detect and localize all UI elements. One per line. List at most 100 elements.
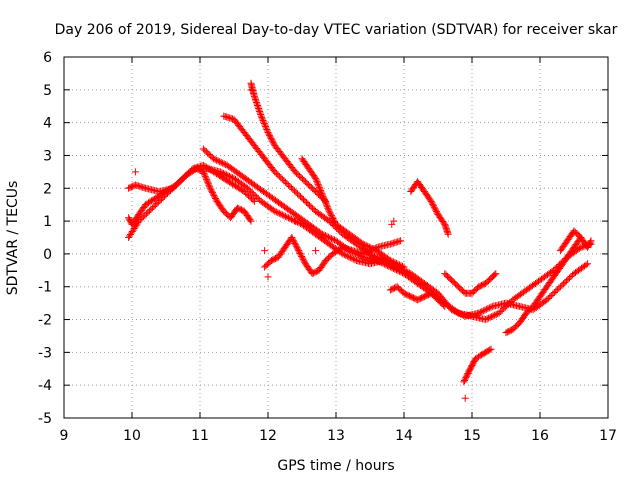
data-point — [264, 128, 272, 136]
y-tick-label: 0 — [43, 247, 52, 263]
data-point — [311, 173, 319, 181]
data-point — [186, 167, 194, 175]
data-point — [278, 175, 286, 183]
data-point — [277, 210, 285, 218]
data-point — [179, 175, 187, 183]
data-point — [340, 251, 348, 259]
data-point — [247, 217, 255, 225]
data-point — [142, 210, 150, 218]
data-point — [293, 190, 301, 198]
data-point — [320, 231, 328, 239]
data-point — [320, 195, 328, 203]
data-point — [397, 237, 405, 245]
data-point — [251, 192, 259, 200]
data-point — [278, 211, 286, 219]
data-point — [250, 197, 258, 205]
data-point — [267, 134, 275, 142]
data-point — [227, 173, 235, 181]
data-point — [543, 296, 551, 304]
data-point — [582, 261, 590, 269]
data-point — [559, 280, 567, 288]
data-point — [294, 245, 302, 253]
data-point — [283, 180, 291, 188]
data-point — [257, 112, 265, 120]
data-point — [188, 166, 196, 174]
data-point — [370, 245, 378, 253]
data-point — [266, 131, 274, 139]
data-point — [251, 95, 259, 103]
data-point — [150, 203, 158, 211]
data-point — [395, 261, 403, 269]
series-track-j — [407, 178, 452, 238]
data-point — [300, 196, 308, 204]
data-point — [303, 198, 311, 206]
data-point — [298, 254, 306, 262]
data-point — [362, 248, 370, 256]
data-point — [287, 215, 295, 223]
data-point — [254, 194, 262, 202]
data-point — [246, 216, 254, 224]
data-point — [265, 130, 273, 138]
data-point — [135, 217, 143, 225]
data-point — [206, 183, 214, 191]
data-point — [318, 191, 326, 199]
data-point — [329, 235, 337, 243]
data-point — [364, 248, 372, 256]
data-point — [326, 209, 334, 217]
data-point — [286, 215, 294, 223]
data-point — [252, 98, 260, 106]
data-point — [216, 168, 224, 176]
data-point — [248, 189, 256, 197]
data-point — [206, 184, 214, 192]
data-point — [301, 258, 309, 266]
data-point — [492, 270, 500, 278]
data-point — [211, 193, 219, 201]
data-point — [487, 345, 495, 353]
data-point — [321, 197, 329, 205]
data-point — [486, 346, 494, 354]
data-point — [482, 305, 490, 313]
data-point — [264, 273, 272, 281]
data-point — [488, 313, 496, 321]
data-point — [216, 158, 224, 166]
data-point — [455, 309, 463, 317]
data-point — [156, 197, 164, 205]
data-point — [256, 109, 264, 117]
data-point — [491, 271, 499, 279]
data-point — [261, 247, 269, 255]
data-point — [284, 181, 292, 189]
data-point — [389, 258, 397, 266]
data-points — [125, 79, 595, 402]
data-point — [148, 204, 156, 212]
data-point — [292, 242, 300, 250]
data-point — [210, 192, 218, 200]
data-point — [567, 273, 575, 281]
data-point — [260, 120, 268, 128]
data-point — [247, 187, 255, 195]
data-point — [486, 313, 494, 321]
y-tick-label: -2 — [38, 313, 52, 329]
data-point — [204, 178, 212, 186]
x-tick-label: 14 — [395, 428, 413, 444]
data-point — [202, 175, 210, 183]
series-track-l — [460, 345, 495, 386]
data-point — [329, 215, 337, 223]
x-tick-label: 12 — [259, 428, 277, 444]
data-point — [245, 186, 253, 194]
data-point — [203, 177, 211, 185]
data-point — [263, 127, 271, 135]
data-point — [295, 247, 303, 255]
y-tick-label: 5 — [43, 83, 52, 99]
data-point — [323, 201, 331, 209]
data-point — [564, 275, 572, 283]
data-point — [219, 159, 227, 167]
data-point — [457, 310, 465, 318]
series-track-k — [441, 270, 500, 297]
data-point — [289, 185, 297, 193]
data-point — [171, 182, 179, 190]
data-point — [315, 183, 323, 191]
data-point — [259, 117, 267, 125]
data-point — [274, 171, 282, 179]
data-point — [244, 184, 252, 192]
data-point — [348, 254, 356, 262]
